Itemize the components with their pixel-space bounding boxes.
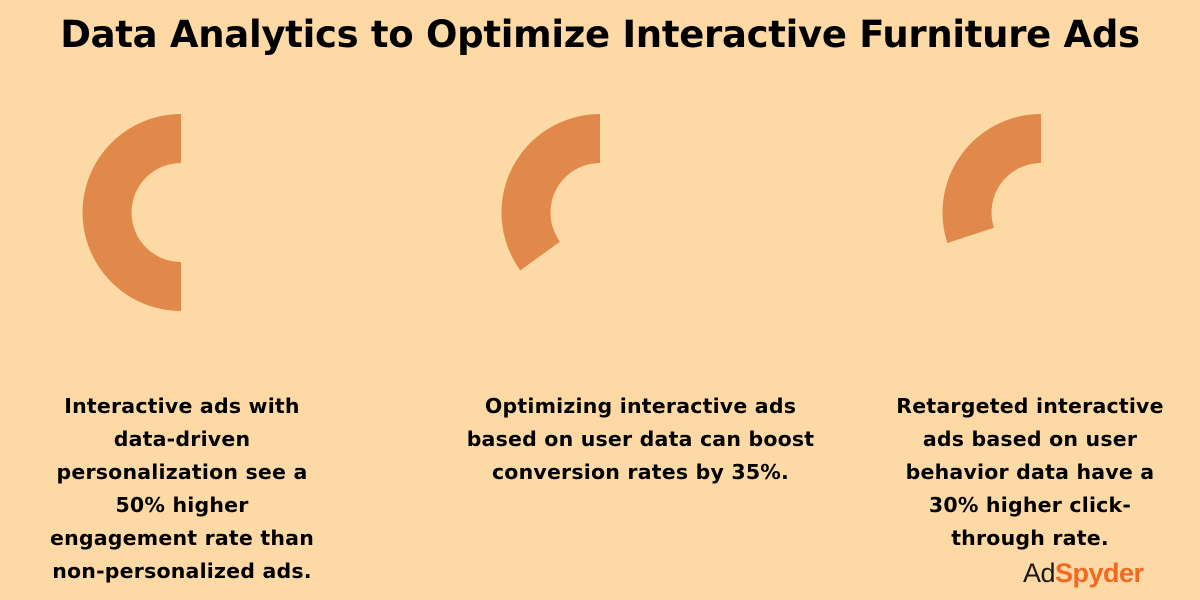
donut-chart-ctr [939, 112, 1143, 316]
page-title: Data Analytics to Optimize Interactive F… [60, 13, 1140, 56]
stat-conversion-text: Optimizing interactive ads based on user… [466, 394, 815, 484]
stat-engagement-text: Interactive ads with data-driven persona… [50, 394, 314, 583]
logo-part-ad: Ad [1023, 558, 1056, 588]
donut-chart-conversion [498, 112, 702, 316]
logo-part-spyder: Spyder [1055, 558, 1144, 588]
donut-chart-engagement [79, 112, 283, 316]
donut-arc-30 [942, 114, 1041, 243]
stat-ctr-text: Retargeted interactive ads based on user… [896, 394, 1164, 550]
adspyder-logo: AdSpyder [1023, 557, 1144, 589]
donut-arc-35 [501, 114, 600, 271]
donut-arc-50 [82, 114, 181, 311]
